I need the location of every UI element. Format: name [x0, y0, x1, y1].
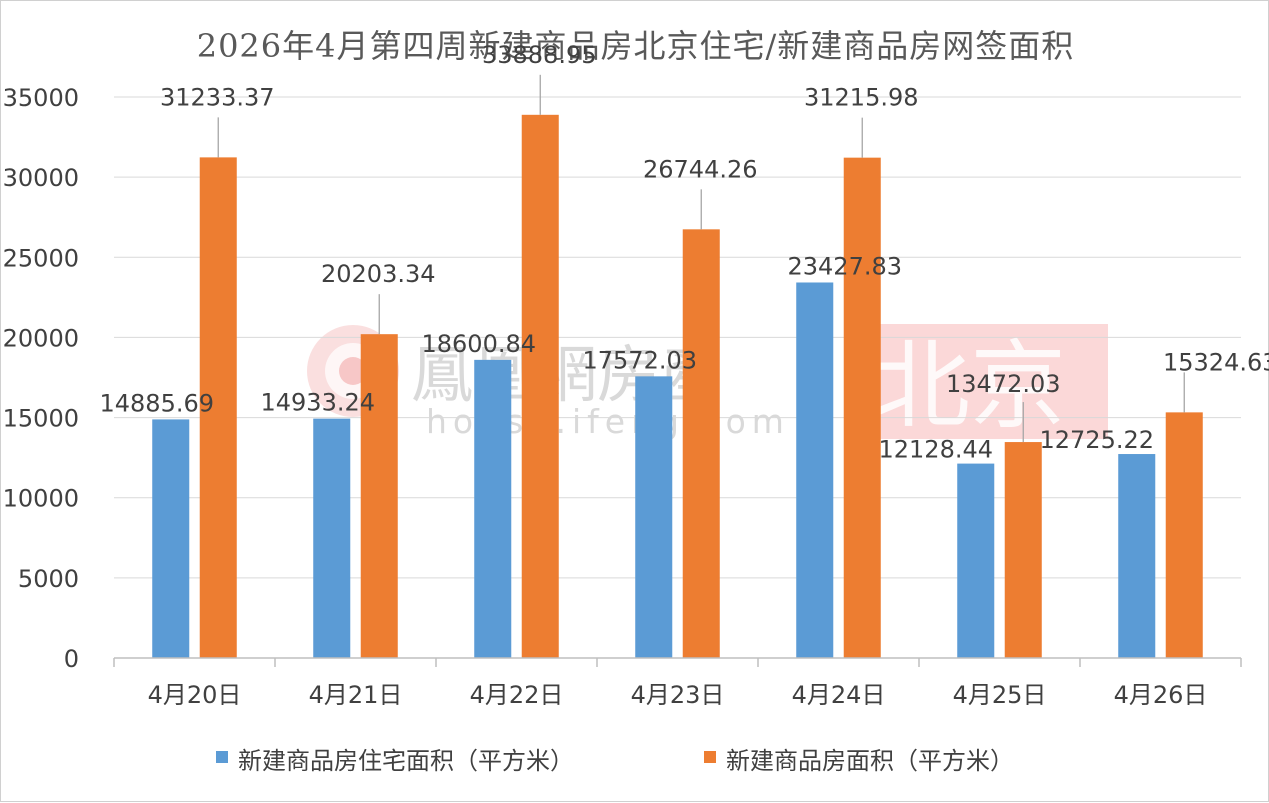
x-tick-label: 4月23日: [631, 681, 725, 709]
data-label: 13472.03: [946, 370, 1061, 398]
data-label: 26744.26: [643, 155, 758, 183]
bar-residential: [152, 419, 190, 658]
x-tick-label: 4月25日: [953, 681, 1047, 709]
x-tick-label: 4月26日: [1114, 681, 1208, 709]
watermark-city: 北京: [874, 330, 1066, 442]
data-label: 31233.37: [160, 83, 275, 111]
legend-label: 新建商品房住宅面积（平方米）: [238, 747, 574, 775]
y-tick-label: 30000: [3, 164, 79, 192]
data-label: 14933.24: [260, 389, 375, 417]
y-tick-label: 0: [64, 645, 79, 673]
data-label: 12725.22: [1039, 426, 1154, 454]
y-axis: 0 5000 10000 15000 20000 25000 30000 35000: [3, 84, 79, 673]
legend-label: 新建商品房面积（平方米）: [726, 747, 1014, 775]
data-label: 12128.44: [878, 436, 993, 464]
bar-residential: [796, 282, 834, 658]
bar-residential: [1118, 454, 1156, 658]
bar-total: [843, 157, 881, 658]
bar-total: [1004, 442, 1042, 658]
data-labels: 14885.69 14933.24 18600.84 17572.03 23427.83…: [99, 41, 1269, 464]
gridlines: [114, 96, 1241, 579]
x-tick-label: 4月24日: [792, 681, 886, 709]
bar-total: [360, 334, 398, 658]
y-tick-label: 35000: [3, 84, 79, 112]
y-tick-label: 20000: [3, 324, 79, 352]
data-label: 33888.95: [482, 41, 597, 69]
y-tick-label: 15000: [3, 405, 79, 433]
bar-residential: [474, 359, 512, 658]
bar-total: [521, 114, 559, 659]
legend-swatch: [704, 751, 716, 763]
x-tick-label: 4月22日: [470, 681, 564, 709]
data-label: 18600.84: [421, 330, 536, 358]
data-label: 14885.69: [99, 389, 214, 417]
bar-total: [682, 229, 720, 659]
bars: [152, 114, 1203, 659]
bar-total: [199, 157, 237, 658]
watermark-city-box: [865, 324, 1108, 439]
bar-residential: [957, 463, 995, 658]
data-label: 17572.03: [582, 346, 697, 374]
data-label: 23427.83: [787, 252, 902, 280]
data-label: 15324.63: [1163, 348, 1269, 376]
legend: 新建商品房住宅面积（平方米） 新建商品房面积（平方米）: [216, 747, 1014, 775]
legend-swatch: [216, 751, 228, 763]
x-tick-label: 4月21日: [309, 681, 403, 709]
data-label: 20203.34: [321, 260, 436, 288]
x-axis: 4月20日 4月21日 4月22日 4月23日 4月24日 4月25日 4月26日: [113, 657, 1242, 709]
label-leader-lines: [217, 74, 1185, 443]
bar-total: [1165, 412, 1203, 658]
chart-title: 2026年4月第四周新建商品房北京住宅/新建商品房网签面积: [196, 27, 1075, 65]
watermark-logo-core: [339, 357, 367, 385]
y-tick-label: 10000: [3, 485, 79, 513]
y-tick-label: 5000: [18, 565, 79, 593]
y-tick-label: 25000: [3, 244, 79, 272]
data-label: 31215.98: [804, 84, 919, 112]
bar-residential: [313, 418, 351, 658]
bar-residential: [635, 376, 673, 658]
x-tick-label: 4月20日: [148, 681, 242, 709]
